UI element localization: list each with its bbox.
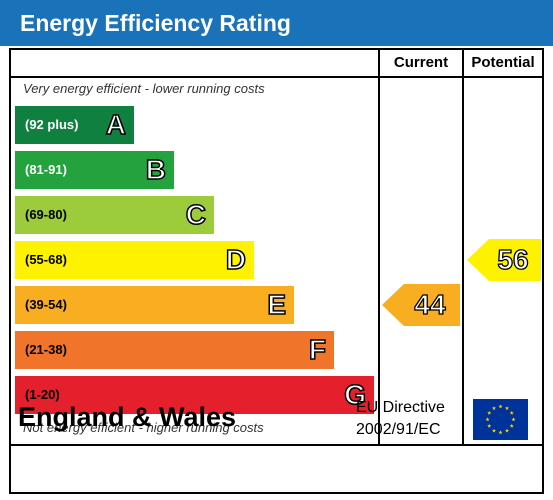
eu-star	[504, 428, 510, 433]
eu-star	[504, 406, 510, 411]
eu-star	[487, 423, 492, 428]
band-letter: E	[267, 288, 287, 321]
region-title: England & Wales	[18, 402, 237, 432]
band-letter: F	[308, 333, 327, 366]
eu-flag-icon	[473, 399, 528, 440]
band-range-label: (1-20)	[25, 387, 60, 402]
band-range-label: (39-54)	[25, 297, 67, 312]
potential-arrow-shape	[467, 239, 541, 281]
band-range-label: (81-91)	[25, 162, 67, 177]
eu-directive-label: EU Directive	[356, 399, 445, 416]
eu-star	[498, 404, 503, 409]
band-e: (39-54) E	[15, 286, 294, 324]
current-rating-arrow: 44	[382, 284, 462, 326]
eu-flag-stars	[485, 404, 516, 435]
potential-column-divider	[462, 50, 464, 446]
eu-star	[485, 417, 490, 422]
band-d: (55-68) D	[15, 241, 254, 279]
band-range-label: (21-38)	[25, 342, 67, 357]
current-arrow-shape	[382, 284, 460, 326]
eu-star	[509, 423, 514, 428]
eu-star	[491, 428, 497, 433]
band-letter: G	[343, 378, 366, 411]
band-b: (81-91) B	[15, 151, 174, 189]
band-letter: A	[105, 108, 127, 141]
header: Energy Efficiency Rating	[0, 0, 553, 46]
band-g: (1-20) G	[15, 376, 374, 414]
top-efficiency-note: Very energy efficient - lower running co…	[23, 81, 265, 96]
band-f: (21-38) F	[15, 331, 334, 369]
band-range-label: (92 plus)	[25, 117, 79, 132]
band-letter: C	[185, 198, 207, 231]
eu-star	[491, 406, 497, 411]
band-letter: B	[145, 153, 167, 186]
band-letter: D	[225, 243, 247, 276]
potential-rating-value: 56	[497, 243, 529, 275]
rating-frame: Current Potential Very energy efficient …	[9, 48, 544, 494]
eu-star	[498, 430, 503, 435]
header-row-divider	[11, 76, 542, 78]
band-c: (69-80) C	[15, 196, 214, 234]
current-rating-value: 44	[414, 288, 446, 320]
eu-directive-number: 2002/91/EC	[356, 421, 441, 438]
bottom-efficiency-note: Not energy efficient - higher running co…	[23, 420, 264, 435]
eu-star	[487, 410, 492, 415]
band-range-label: (69-80)	[25, 207, 67, 222]
current-column-header: Current	[393, 54, 449, 71]
current-column-divider	[378, 50, 380, 446]
band-a: (92 plus) A	[15, 106, 134, 144]
potential-rating-arrow: 56	[467, 239, 543, 281]
potential-column-header: Potential	[471, 54, 535, 71]
eu-star	[511, 417, 516, 422]
footer-divider	[11, 444, 542, 446]
header-title: Energy Efficiency Rating	[20, 10, 291, 36]
eu-star	[509, 410, 514, 415]
band-range-label: (55-68)	[25, 252, 67, 267]
